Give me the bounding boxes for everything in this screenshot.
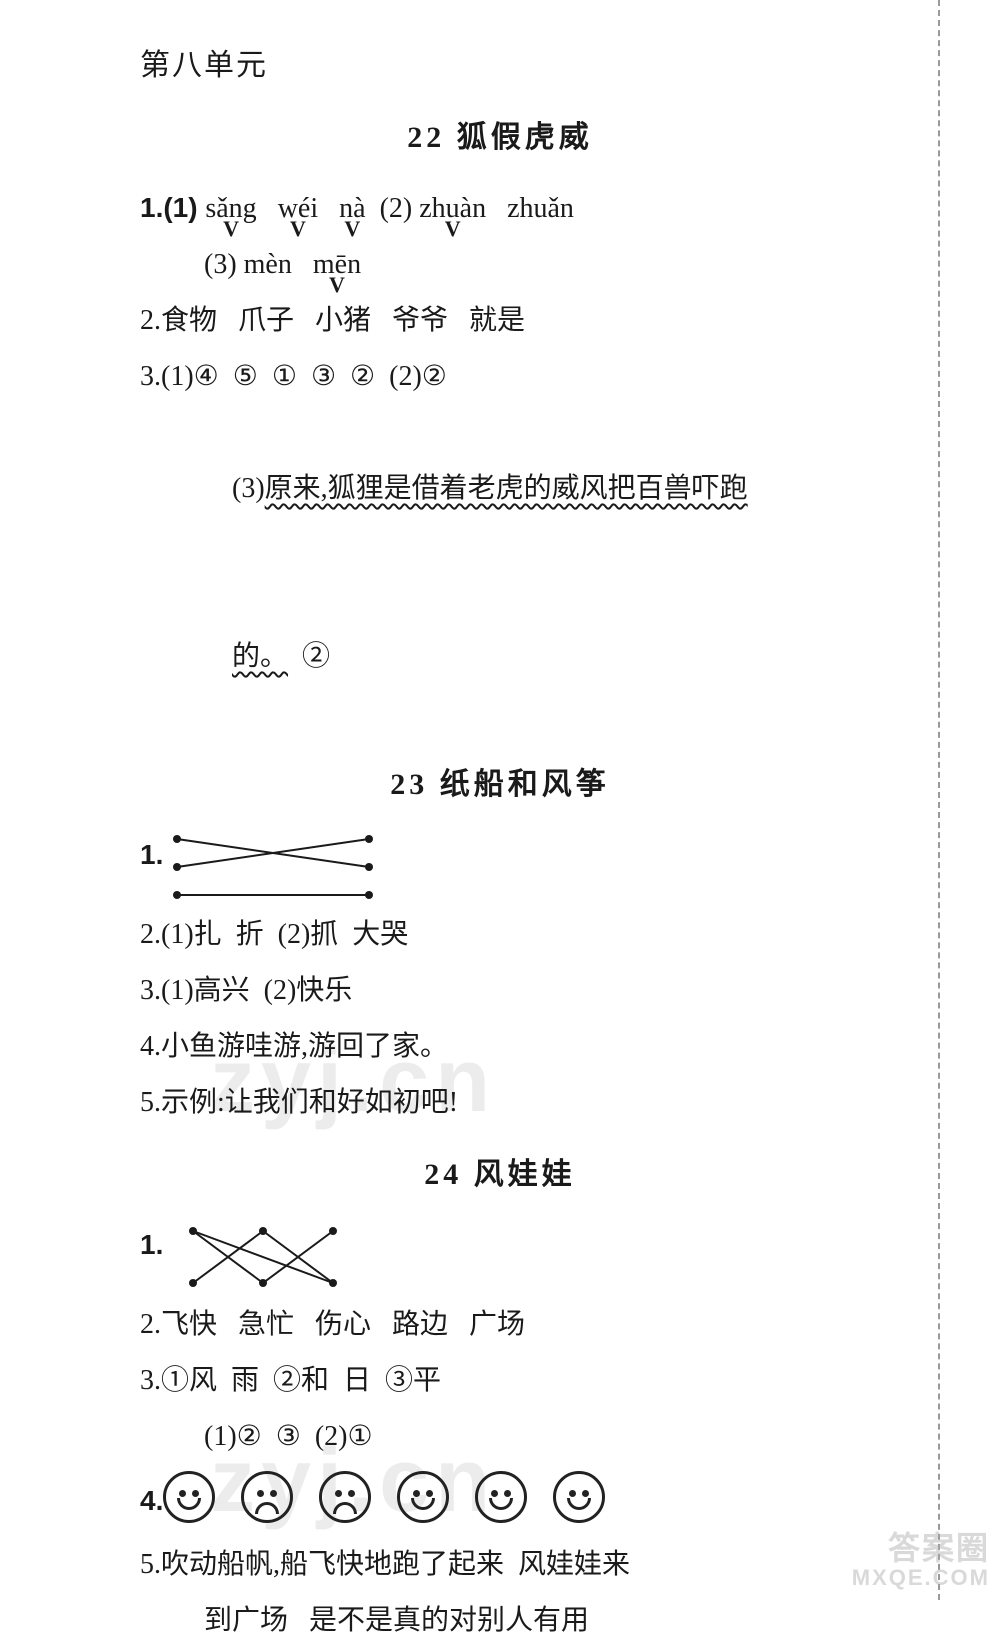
l24-q4-label: 4.: [140, 1473, 163, 1529]
corner-watermark-line1: 答案圈: [852, 1531, 990, 1566]
l22-q3b: (3)原来,狐狸是借着老虎的威风把百兽吓跑: [140, 405, 860, 573]
page-content: 第八单元 22 狐假虎威 1.(1) sǎngV wéiV nàV (2) zh…: [140, 40, 860, 1649]
l23-q3: 3.(1)高兴 (2)快乐: [140, 963, 860, 1019]
sad-face-icon: [241, 1471, 293, 1523]
l24-q1: 1.: [140, 1217, 860, 1297]
l22-q2: 2.食物 爪子 小猪 爷爷 就是: [140, 293, 860, 349]
l24-q3a: 3.①风 雨 ②和 日 ③平: [140, 1353, 860, 1409]
page-right-dashed-border: [938, 0, 940, 1600]
lesson-22-title: 22 狐假虎威: [140, 112, 860, 156]
smile-face-icon: [397, 1471, 449, 1523]
pinyin-item: wéiV: [278, 181, 318, 237]
lesson-23-title: 23 纸船和风筝: [140, 759, 860, 803]
check-mark-icon: V: [223, 201, 239, 257]
l23-q1: 1.: [140, 827, 860, 907]
l23-q4: 4.小鱼游哇游,游回了家。: [140, 1019, 860, 1075]
l23-q5: 5.示例:让我们和好如初吧!: [140, 1075, 860, 1131]
corner-watermark-line2: MXQE.COM: [852, 1566, 990, 1590]
smile-face-icon: [475, 1471, 527, 1523]
unit-header: 第八单元: [140, 40, 860, 84]
pinyin-item: zhuǎn: [507, 181, 574, 237]
l22-q1-line1: 1.(1) sǎngV wéiV nàV (2) zhuànV zhuǎn: [140, 180, 860, 237]
lesson-24-title: 24 风娃娃: [140, 1149, 860, 1193]
l22-q3c-tail: ②: [288, 641, 330, 672]
l24-q5a: 5.吹动船帆,船飞快地跑了起来 风娃娃来: [140, 1537, 860, 1593]
check-mark-icon: V: [329, 257, 345, 313]
l24-q3b: (1)② ③ (2)①: [140, 1409, 860, 1465]
check-mark-icon: V: [445, 201, 461, 257]
l23-match-diagram: [163, 827, 383, 907]
pinyin-item: zhuànV: [419, 181, 486, 237]
l24-match-diagram: [163, 1217, 383, 1297]
l24-q1-label: 1.: [140, 1217, 163, 1273]
l22-q3a: 3.(1)④ ⑤ ① ③ ② (2)②: [140, 349, 860, 405]
l22-q3b-prefix: (3): [232, 473, 265, 504]
corner-watermark: 答案圈 MXQE.COM: [852, 1531, 990, 1590]
faces-row: [163, 1471, 605, 1523]
l22-q3c-wavy: 的。: [232, 641, 288, 672]
l24-q2: 2.飞快 急忙 伤心 路边 广场: [140, 1297, 860, 1353]
sad-face-icon: [319, 1471, 371, 1523]
pinyin-item: nàV: [339, 181, 365, 237]
l22-q1-line2: (3) mèn mēnV: [140, 237, 860, 293]
l24-q5b: 到广场 是不是真的对别人有用: [140, 1593, 860, 1649]
pinyin-item: sǎngV: [205, 181, 256, 237]
l22-q3b-wavy: 原来,狐狸是借着老虎的威风把百兽吓跑: [265, 473, 748, 504]
l24-q4: 4.: [140, 1465, 860, 1537]
pinyin-item: mēnV: [313, 237, 361, 293]
l23-q1-label: 1.: [140, 827, 163, 883]
check-mark-icon: V: [290, 201, 306, 257]
smile-face-icon: [553, 1471, 605, 1523]
l22-q3c: 的。 ②: [140, 573, 860, 741]
l23-q2: 2.(1)扎 折 (2)抓 大哭: [140, 907, 860, 963]
pinyin-item: mèn: [244, 237, 292, 293]
smile-face-icon: [163, 1471, 215, 1523]
